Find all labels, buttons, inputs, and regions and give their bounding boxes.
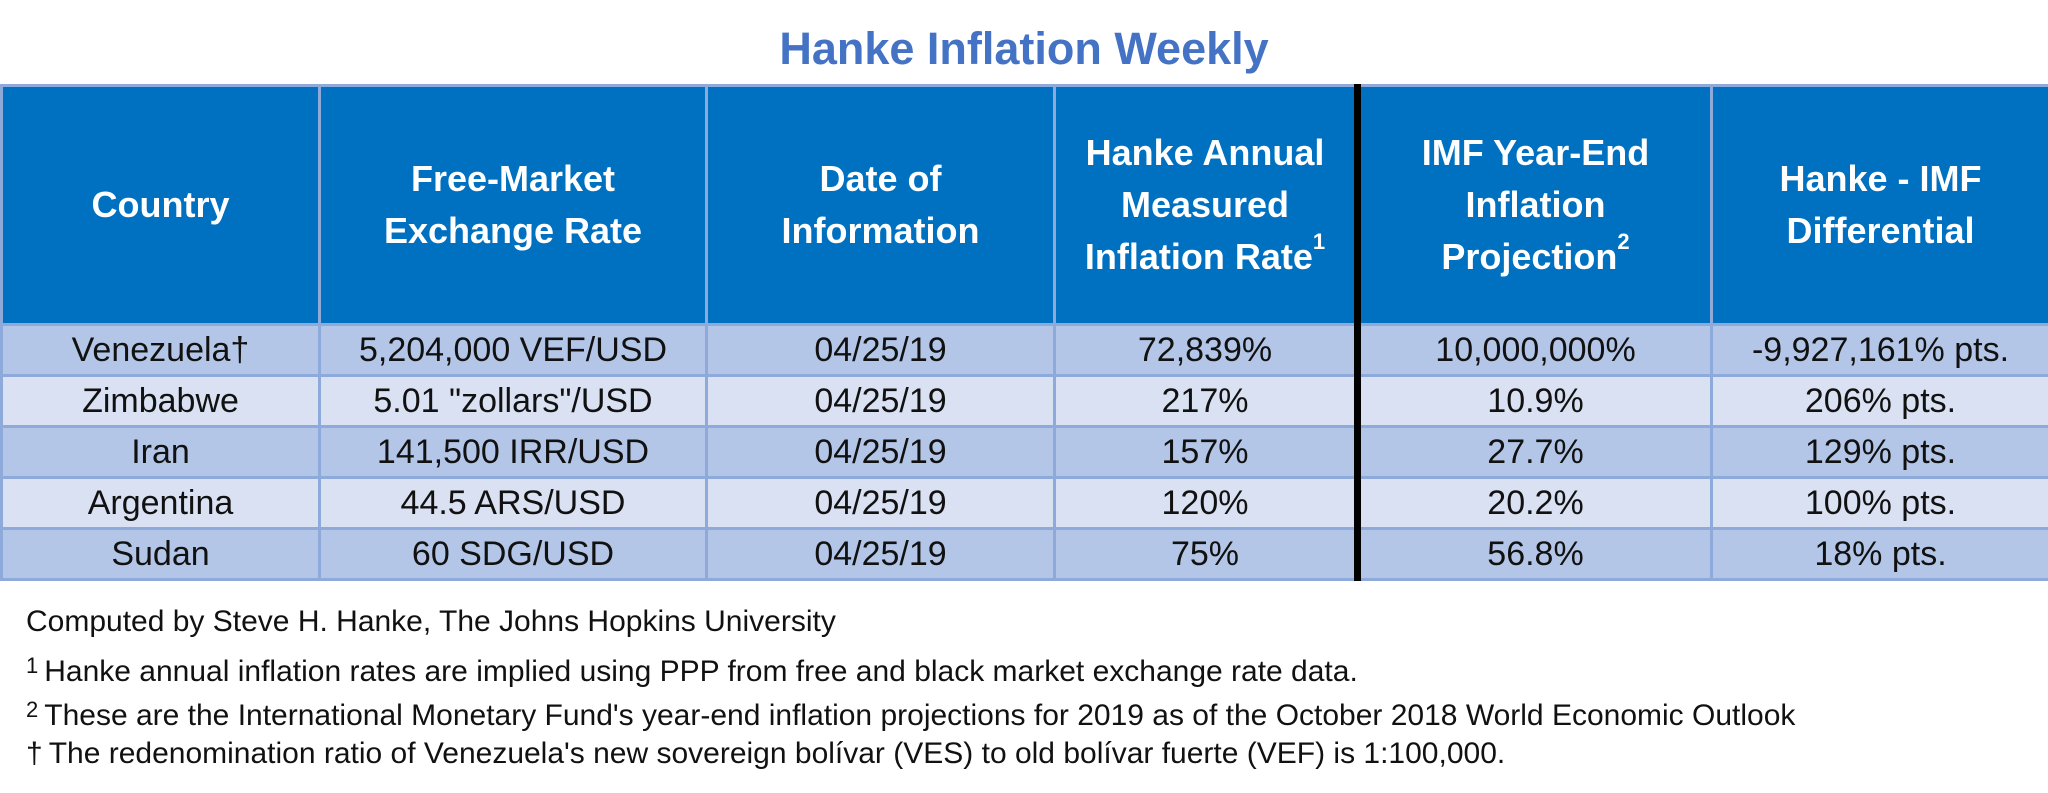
cell-hanke-rate: 217% [1053,374,1359,428]
footnote-dagger-text: The redenomination ratio of Venezuela's … [48,737,1506,770]
table-row: Argentina 44.5 ARS/USD 04/25/19 120% 20.… [0,476,2048,530]
footnote-1-mark: 1 [26,653,39,678]
footnote-dagger-mark: † [26,737,43,770]
header-hanke-rate-line2: Measured [1120,184,1290,225]
header-date-line1: Date of [819,158,942,199]
page-title: Hanke Inflation Weekly [779,23,1269,74]
cell-imf-projection: 27.7% [1354,425,1713,479]
header-imf-projection-line2: Inflation [1465,184,1606,225]
footnote-1: 1 Hanke annual inflation rates are implie… [26,644,2036,688]
table-row: Sudan 60 SDG/USD 04/25/19 75% 56.8% 18% … [0,527,2048,581]
footnotes: Computed by Steve H. Hanke, The Johns Ho… [26,600,2036,776]
cell-differential: -9,927,161% pts. [1710,323,2048,377]
cell-hanke-rate: 120% [1053,476,1359,530]
header-hanke-rate-line3: Inflation Rate [1084,236,1313,277]
header-hanke-rate: Hanke Annual Measured Inflation Rate1 [1053,84,1359,326]
cell-country: Zimbabwe [0,374,321,428]
header-exchange-rate: Free-Market Exchange Rate [318,84,708,326]
cell-date: 04/25/19 [705,476,1056,530]
cell-exchange-rate: 5.01 "zollars"/USD [318,374,708,428]
header-exchange-rate-line1: Free-Market [410,158,616,199]
cell-hanke-rate: 75% [1053,527,1359,581]
table-row: Venezuela† 5,204,000 VEF/USD 04/25/19 72… [0,323,2048,377]
header-imf-projection: IMF Year-End Inflation Projection2 [1354,84,1713,326]
cell-differential: 206% pts. [1710,374,2048,428]
header-date: Date of Information [705,84,1056,326]
header-imf-projection-line1: IMF Year-End [1421,132,1650,173]
cell-imf-projection: 20.2% [1354,476,1713,530]
footnote-ref-2: 2 [1617,229,1630,254]
table-row: Zimbabwe 5.01 "zollars"/USD 04/25/19 217… [0,374,2048,428]
header-differential-line2: Differential [1786,210,1975,251]
header-differential: Hanke - IMF Differential [1710,84,2048,326]
header-exchange-rate-line2: Exchange Rate [383,210,643,251]
cell-differential: 100% pts. [1710,476,2048,530]
cell-country: Venezuela† [0,323,321,377]
cell-hanke-rate: 72,839% [1053,323,1359,377]
cell-country: Iran [0,425,321,479]
header-differential-line1: Hanke - IMF [1779,158,1982,199]
cell-country: Argentina [0,476,321,530]
header-country-text: Country [91,184,230,225]
footnote-ref-1: 1 [1312,229,1326,254]
cell-exchange-rate: 141,500 IRR/USD [318,425,708,479]
footnote-2: 2 These are the International Monetary Fu… [26,688,2036,732]
header-hanke-rate-line1: Hanke Annual [1085,132,1325,173]
header-row: Country Free-Market Exchange Rate Date o… [0,84,2048,326]
cell-imf-projection: 56.8% [1354,527,1713,581]
footnote-dagger: † The redenomination ratio of Venezuela's… [26,732,2036,776]
cell-exchange-rate: 60 SDG/USD [318,527,708,581]
cell-differential: 129% pts. [1710,425,2048,479]
cell-exchange-rate: 5,204,000 VEF/USD [318,323,708,377]
footnote-2-text: These are the International Monetary Fun… [44,699,1796,732]
footnote-2-mark: 2 [26,697,39,722]
cell-differential: 18% pts. [1710,527,2048,581]
cell-hanke-rate: 157% [1053,425,1359,479]
header-date-line2: Information [781,210,980,251]
header-country: Country [0,84,321,326]
inflation-table: Country Free-Market Exchange Rate Date o… [0,84,2048,581]
cell-date: 04/25/19 [705,527,1056,581]
credit-line: Computed by Steve H. Hanke, The Johns Ho… [26,605,836,638]
cell-date: 04/25/19 [705,323,1056,377]
cell-imf-projection: 10,000,000% [1354,323,1713,377]
cell-date: 04/25/19 [705,374,1056,428]
cell-date: 04/25/19 [705,425,1056,479]
table-row: Iran 141,500 IRR/USD 04/25/19 157% 27.7%… [0,425,2048,479]
cell-country: Sudan [0,527,321,581]
cell-imf-projection: 10.9% [1354,374,1713,428]
footnote-1-text: Hanke annual inflation rates are implied… [44,655,1358,688]
cell-exchange-rate: 44.5 ARS/USD [318,476,708,530]
header-imf-projection-line3: Projection [1441,236,1618,277]
